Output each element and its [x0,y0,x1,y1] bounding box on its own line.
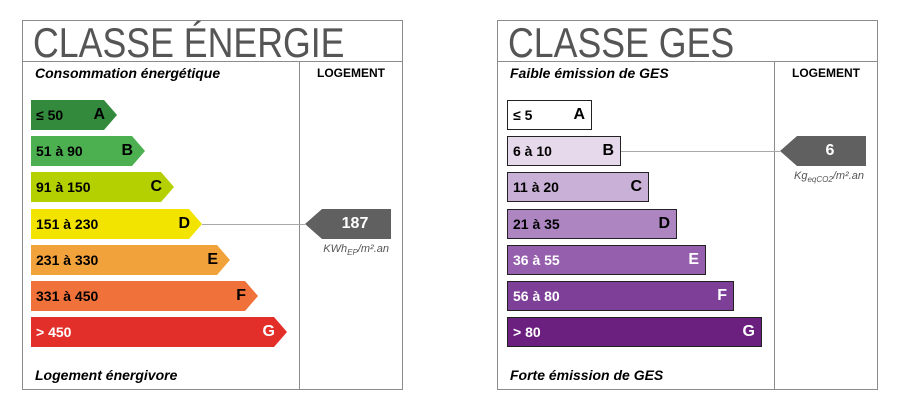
ges-class-e-range: 36 à 55 [513,252,560,268]
ges-class-b-range: 6 à 10 [513,143,552,159]
ges-class-c-bar: 11 à 20 C [507,172,649,202]
energy-class-a-bar: ≤ 50 A [31,100,117,130]
energy-class-c-bar: 91 à 150 C [31,172,174,202]
energy-pointer-connector-line [202,224,305,225]
energy-class-b-letter: B [121,142,133,159]
energy-class-d-bar: 151 à 230 D [31,209,202,239]
ges-value-pointer: 6 [780,136,866,166]
energy-class-panel: CLASSE ÉNERGIE Consommation énergétique … [22,20,403,390]
energy-title-row: CLASSE ÉNERGIE [23,19,402,66]
energy-class-b-bar: 51 à 90 B [31,136,145,166]
energy-value-pointer: 187 [305,209,391,239]
ges-title-row: CLASSE GES [498,19,877,66]
ges-class-c-range: 11 à 20 [513,179,559,195]
energy-class-c-range: 91 à 150 [36,179,91,195]
energy-column-divider [299,61,300,389]
ges-class-e-letter: E [688,251,699,268]
energy-class-a-range: ≤ 50 [36,107,64,123]
energy-scale-header: Consommation énergétique [35,65,221,81]
energy-class-g-range: > 450 [36,324,72,340]
energy-class-e-bar: 231 à 330 E [31,245,230,275]
energy-unit-main: KWh [323,243,348,255]
energy-unit-rest: /m².an [357,243,389,255]
energy-class-d-letter: D [178,215,190,232]
energy-class-g-bar: > 450 G [31,317,287,347]
ges-class-f-range: 56 à 80 [513,288,560,304]
ges-class-g-letter: G [742,323,755,340]
energy-dwelling-column-header: LOGEMENT [317,66,385,80]
energy-unit-subscript: EP [347,248,358,258]
ges-unit-subscript: eqCO2 [807,175,833,185]
energy-class-d-range: 151 à 230 [36,216,99,232]
ges-class-g-range: > 80 [513,324,541,340]
energy-class-f-range: 331 à 450 [36,288,99,304]
ges-value: 6 [825,142,835,159]
ges-scale-footer: Forte émission de GES [510,367,664,383]
energy-class-g-letter: G [262,323,275,340]
ges-class-b-letter: B [602,142,614,159]
energy-class-e-range: 231 à 330 [36,252,99,268]
energy-class-f-letter: F [236,287,246,304]
energy-unit: KWhEP/m².an [305,242,391,258]
ges-class-d-letter: D [658,215,670,232]
ges-class-d-range: 21 à 35 [513,216,560,232]
ges-class-b-bar: 6 à 10 B [507,136,621,166]
energy-scale-footer: Logement énergivore [35,367,178,383]
ges-class-d-bar: 21 à 35 D [507,209,677,239]
ges-scale-header: Faible émission de GES [510,65,669,81]
ges-unit: KgeqCO2/m².an [780,169,866,185]
ges-class-a-range: ≤ 5 [513,107,533,123]
ges-dwelling-column-header: LOGEMENT [792,66,860,80]
ges-class-e-bar: 36 à 55 E [507,245,706,275]
ges-unit-rest: /m².an [832,170,864,182]
energy-class-c-letter: C [150,178,162,195]
ges-title: CLASSE GES [508,19,735,66]
energy-class-e-letter: E [207,251,218,268]
energy-class-b-range: 51 à 90 [36,143,83,159]
ges-class-panel: CLASSE GES Faible émission de GES LOGEME… [497,20,878,390]
energy-value: 187 [341,215,369,232]
ges-class-f-bar: 56 à 80 F [507,281,734,311]
ges-class-c-letter: C [630,178,642,195]
ges-class-a-letter: A [573,106,585,123]
energy-class-a-letter: A [93,106,105,123]
energy-class-f-bar: 331 à 450 F [31,281,258,311]
ges-class-a-bar: ≤ 5 A [507,100,592,130]
ges-column-divider [774,61,775,389]
ges-pointer-connector-line [621,151,780,152]
ges-class-g-bar: > 80 G [507,317,762,347]
ges-unit-main: Kg [793,170,808,182]
energy-title: CLASSE ÉNERGIE [33,19,345,66]
ges-class-f-letter: F [717,287,727,304]
